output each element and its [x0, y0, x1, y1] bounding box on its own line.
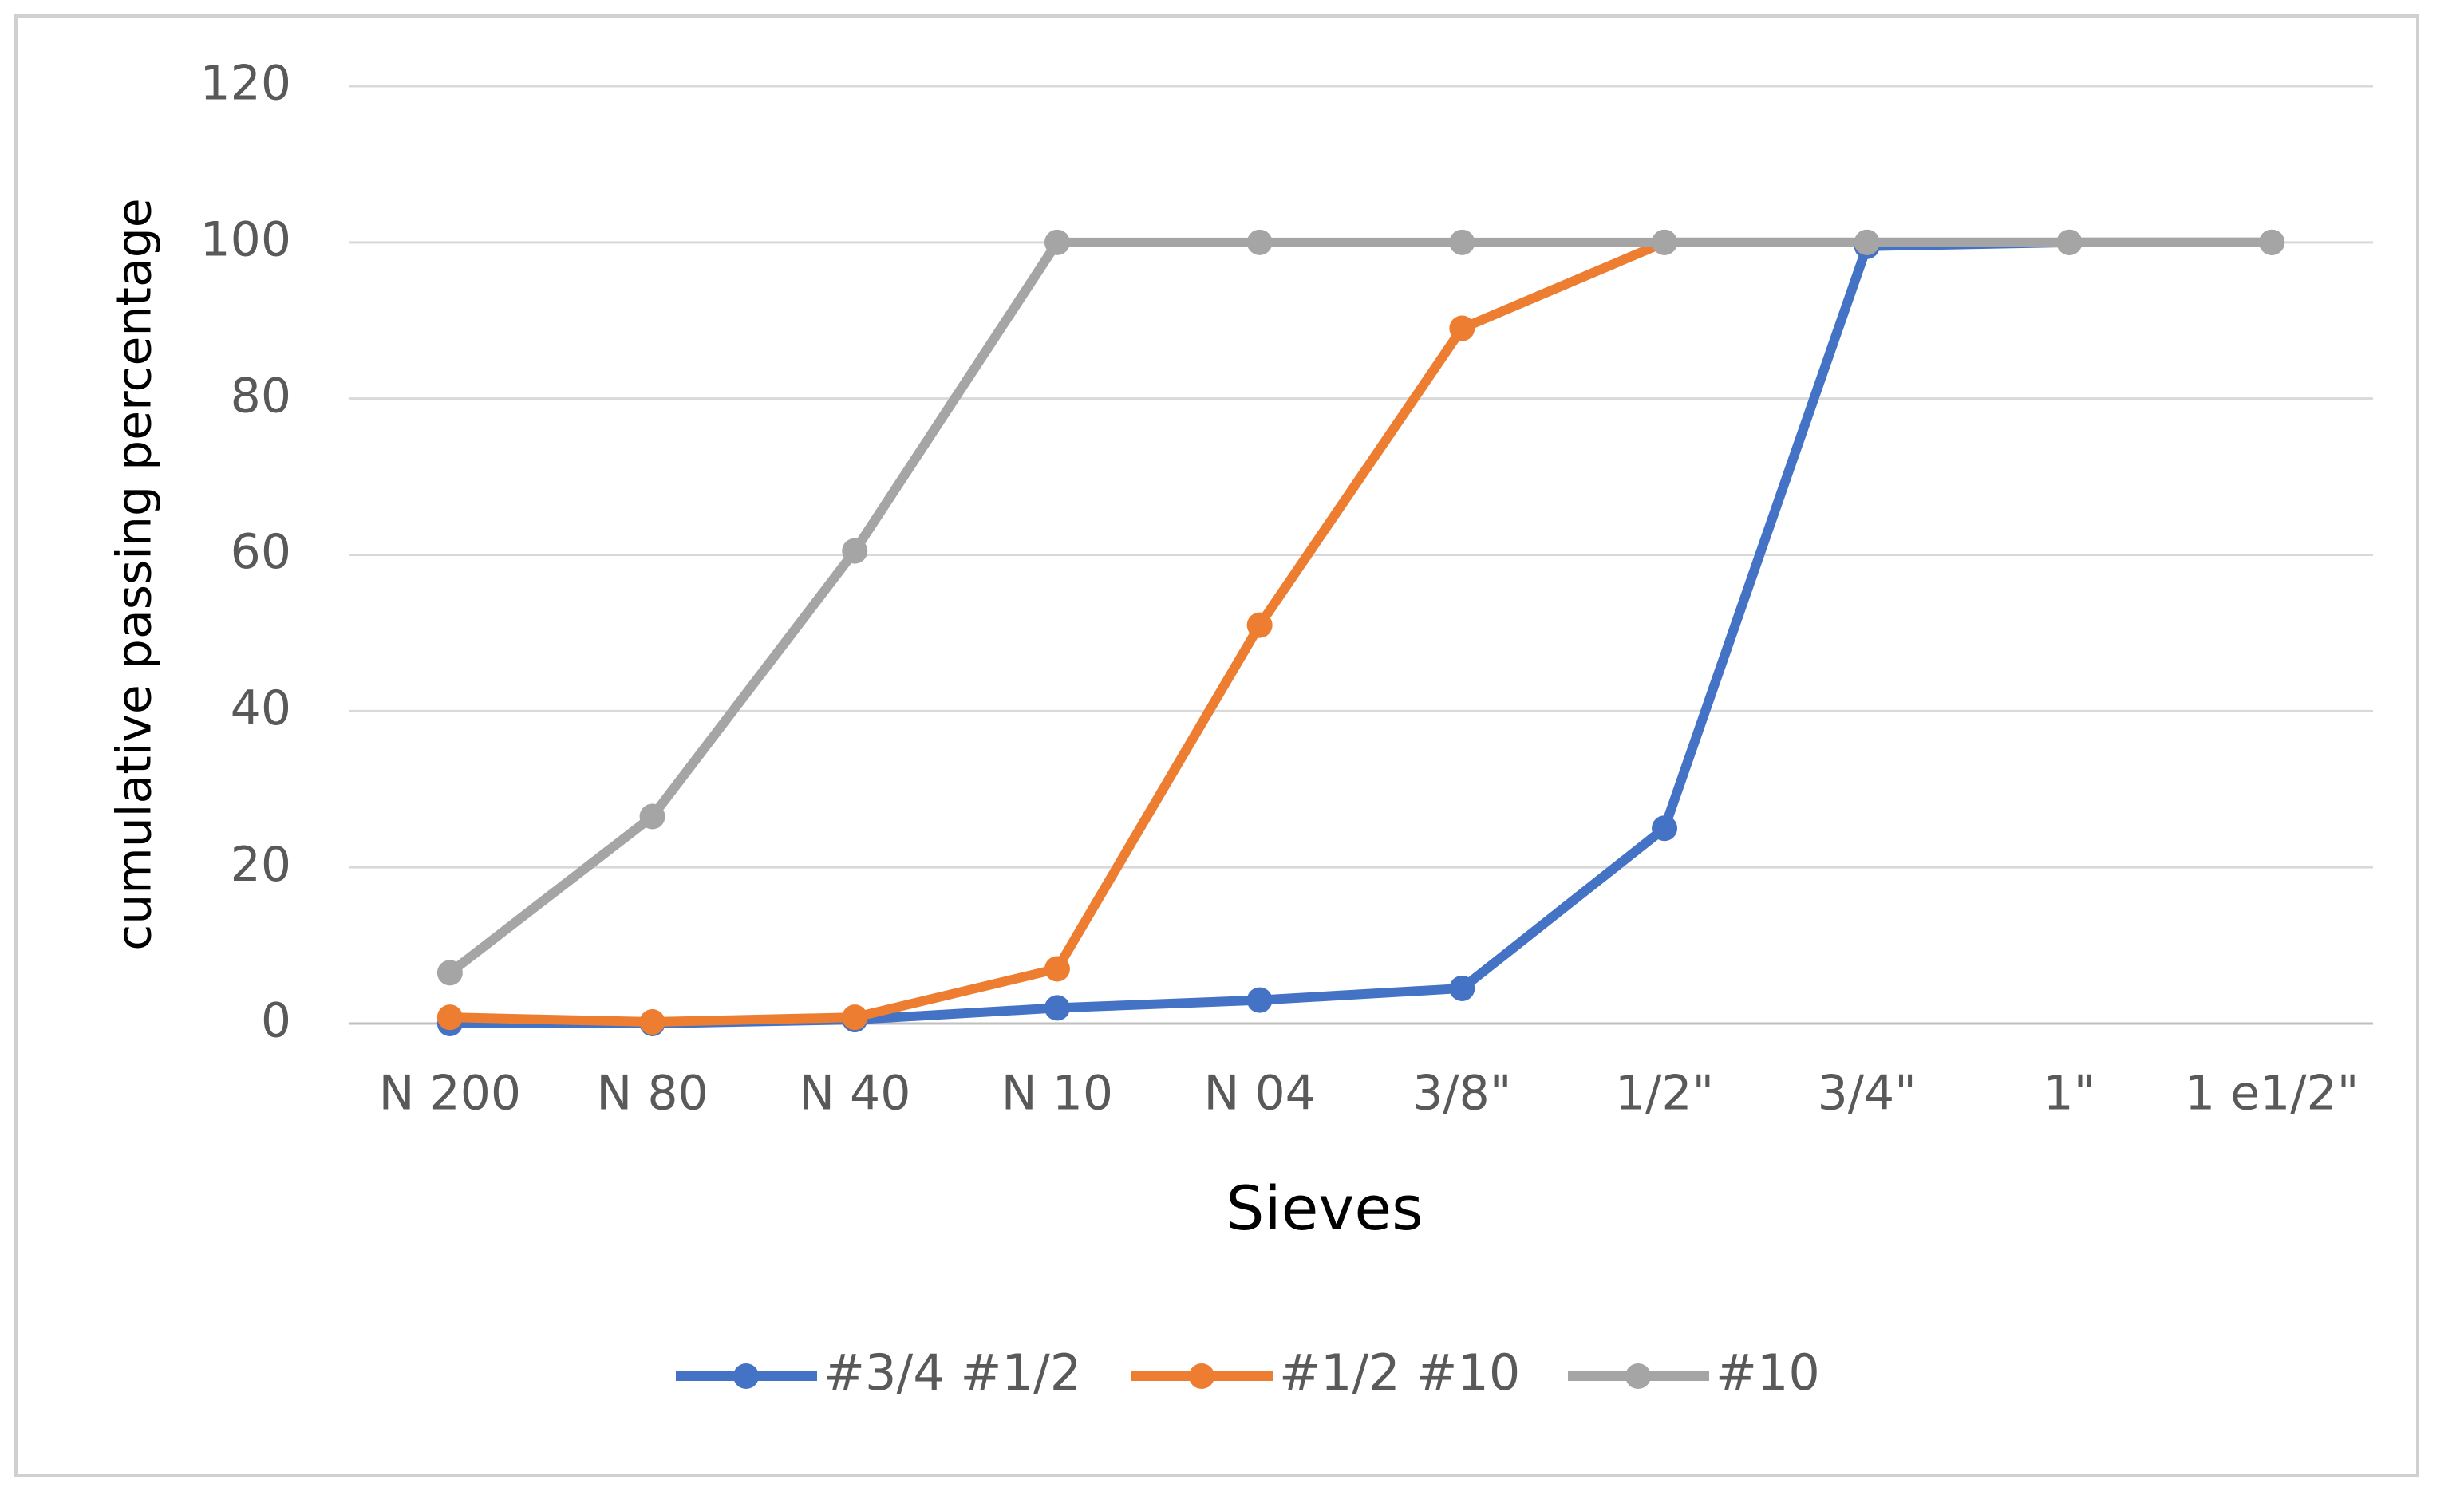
- x-tick-label: N 40: [799, 1066, 910, 1122]
- x-axis-title: Sieves: [1226, 1173, 1423, 1244]
- point: [1449, 975, 1475, 1001]
- point: [2056, 229, 2083, 255]
- point: [1652, 815, 1678, 842]
- point: [436, 1004, 463, 1031]
- y-tick-label: 0: [261, 993, 291, 1049]
- y-tick-label: 40: [231, 680, 291, 736]
- point: [1246, 229, 1273, 255]
- point: [1044, 229, 1070, 255]
- x-tick-label: N 10: [1001, 1066, 1113, 1122]
- point: [639, 803, 665, 830]
- legend-label: #10: [1716, 1343, 1820, 1402]
- point: [842, 1004, 868, 1031]
- x-tick-label: 3/8": [1412, 1066, 1511, 1122]
- x-tick-label: 1": [2043, 1066, 2096, 1122]
- y-tick-label: 20: [231, 837, 291, 893]
- point: [639, 1009, 665, 1035]
- y-axis-title: cumulative passing percentage: [107, 198, 163, 950]
- y-tick-label: 100: [199, 211, 291, 267]
- legend-label: #1/2 #10: [1279, 1343, 1520, 1402]
- point: [2259, 229, 2285, 255]
- x-tick-label: N 80: [596, 1066, 708, 1122]
- x-tick-label: 1 e1/2": [2185, 1066, 2359, 1122]
- x-tick-label: N 200: [379, 1066, 521, 1122]
- x-tick-label: 1/2": [1615, 1066, 1714, 1122]
- x-tick-label: N 04: [1203, 1066, 1315, 1122]
- series-line: [447, 237, 2272, 977]
- point: [1449, 315, 1475, 341]
- point: [1044, 956, 1070, 982]
- chart-border: [14, 14, 2419, 1477]
- point: [1854, 229, 1880, 255]
- point: [1246, 987, 1273, 1013]
- legend-marker: [1625, 1363, 1651, 1389]
- point: [1044, 995, 1070, 1021]
- point: [842, 538, 868, 564]
- legend-marker: [733, 1363, 759, 1389]
- y-tick-label: 60: [231, 524, 291, 580]
- point: [436, 960, 463, 986]
- x-tick-label: 3/4": [1818, 1066, 1917, 1122]
- legend-label: #3/4 #1/2: [823, 1343, 1081, 1402]
- point: [1652, 229, 1678, 255]
- y-tick-label: 120: [199, 56, 291, 112]
- legend-marker: [1189, 1363, 1214, 1389]
- point: [1246, 612, 1273, 638]
- y-tick-label: 80: [231, 368, 291, 424]
- point: [1449, 229, 1475, 255]
